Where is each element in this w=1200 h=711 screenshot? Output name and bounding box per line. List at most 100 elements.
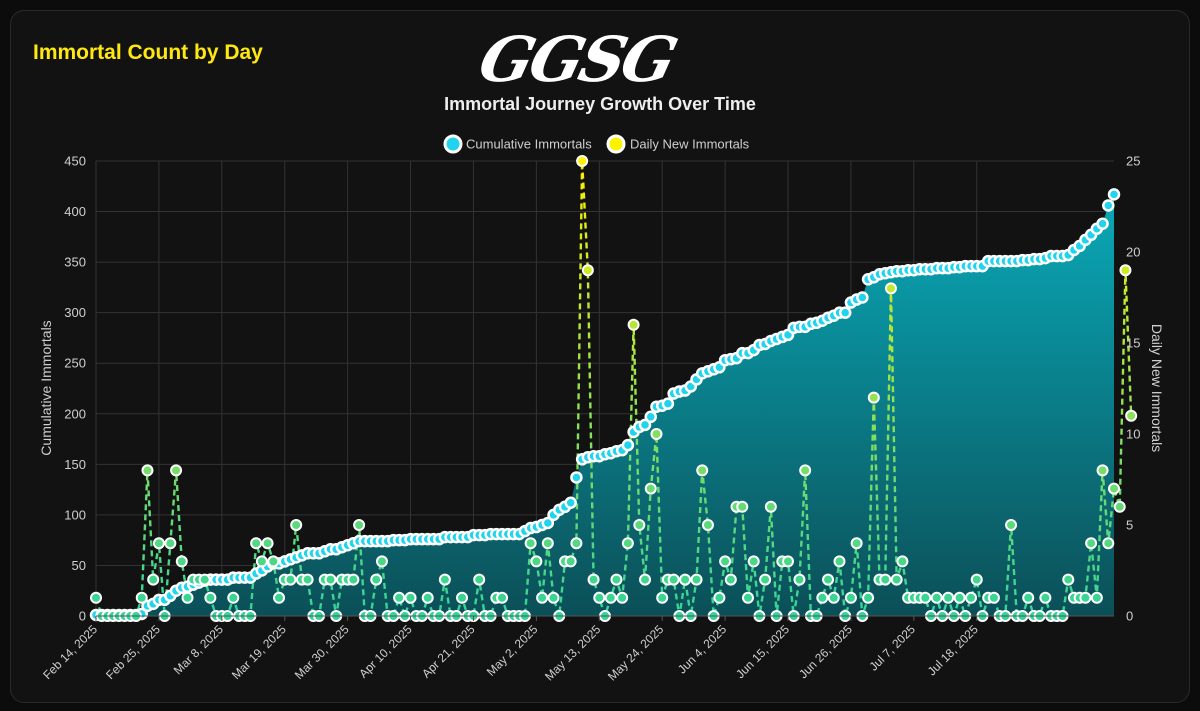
- daily-point: [1113, 500, 1126, 513]
- legend-cumulative[interactable]: Cumulative Immortals: [443, 134, 592, 154]
- daily-point: [1079, 591, 1092, 604]
- daily-point: [353, 519, 366, 531]
- daily-point: [393, 591, 406, 604]
- y-left-tick-label: 50: [72, 558, 86, 573]
- legend-cumulative-swatch: [443, 134, 463, 154]
- daily-point: [347, 573, 360, 586]
- daily-point: [204, 591, 217, 604]
- daily-point: [627, 318, 640, 331]
- daily-point: [679, 573, 692, 586]
- y-right-axis-label: Daily New Immortals: [1149, 324, 1165, 452]
- daily-point: [1090, 591, 1103, 604]
- x-tick-label: May 24, 2025: [605, 622, 667, 684]
- legend: Cumulative Immortals Daily New Immortals: [443, 134, 750, 154]
- y-right-tick-label: 15: [1126, 336, 1140, 351]
- daily-point: [147, 573, 160, 586]
- daily-point: [896, 555, 909, 568]
- daily-point: [581, 264, 594, 277]
- y-left-tick-label: 100: [64, 507, 86, 522]
- daily-point: [250, 537, 263, 550]
- cumulative-point: [541, 516, 555, 530]
- daily-line: [94, 160, 1133, 621]
- legend-cumulative-label: Cumulative Immortals: [466, 137, 592, 152]
- daily-point: [816, 591, 829, 604]
- daily-point: [1062, 573, 1075, 586]
- chart-title: Immortal Journey Growth Over Time: [444, 94, 756, 114]
- y-left-tick-label: 150: [64, 457, 86, 472]
- daily-point: [421, 591, 434, 604]
- x-tick-label: Apr 10, 2025: [356, 622, 415, 681]
- y-left-tick-label: 250: [64, 356, 86, 371]
- daily-point: [724, 573, 737, 586]
- daily-point: [719, 555, 732, 568]
- daily-point: [135, 591, 148, 604]
- daily-point: [610, 573, 623, 586]
- daily-point: [375, 555, 388, 568]
- daily-point: [438, 573, 451, 586]
- daily-point: [198, 573, 211, 586]
- daily-line-path: [94, 160, 1133, 621]
- daily-point: [759, 573, 772, 586]
- daily-point: [953, 591, 966, 604]
- daily-point: [267, 555, 280, 568]
- legend-daily[interactable]: Daily New Immortals: [606, 134, 750, 154]
- daily-point: [633, 519, 646, 531]
- daily-point: [764, 500, 777, 513]
- x-tick-label: May 13, 2025: [542, 622, 604, 684]
- daily-point: [524, 537, 537, 550]
- x-tick-label: Mar 19, 2025: [229, 622, 289, 682]
- legend-daily-label: Daily New Immortals: [630, 137, 750, 152]
- y-left-tick-label: 0: [79, 609, 86, 624]
- daily-point: [1119, 264, 1132, 277]
- daily-point: [650, 428, 663, 440]
- cumulative-area: [96, 194, 1114, 616]
- daily-point: [290, 519, 303, 531]
- daily-point: [90, 591, 102, 604]
- y-left-tick-label: 350: [64, 255, 86, 270]
- cumulative-point: [644, 410, 657, 424]
- daily-point: [616, 591, 629, 604]
- daily-point: [942, 591, 955, 604]
- x-tick-label: Jul 7, 2025: [867, 622, 919, 674]
- daily-point: [570, 537, 583, 550]
- daily-point: [621, 537, 634, 550]
- daily-point: [1108, 482, 1120, 495]
- y-right-tick-label: 25: [1126, 154, 1140, 169]
- daily-point: [175, 555, 188, 568]
- cumulative-point: [570, 471, 583, 484]
- daily-point: [1102, 537, 1115, 550]
- daily-point: [370, 573, 383, 586]
- daily-point: [827, 591, 840, 604]
- daily-point: [890, 573, 903, 586]
- daily-point: [1039, 591, 1052, 604]
- daily-point: [844, 591, 857, 604]
- x-tick-label: Jun 26, 2025: [796, 622, 855, 681]
- daily-point: [273, 591, 286, 604]
- daily-point: [301, 573, 314, 586]
- cumulative-point: [638, 418, 652, 432]
- x-tick-label: Apr 21, 2025: [419, 622, 478, 681]
- daily-point: [227, 591, 240, 604]
- card-title: Immortal Count by Day: [33, 41, 263, 64]
- daily-point: [141, 464, 154, 477]
- daily-point: [1005, 519, 1018, 531]
- daily-point: [879, 573, 892, 586]
- daily-points: [90, 155, 1138, 622]
- cumulative-point: [661, 397, 675, 410]
- daily-point: [667, 573, 680, 586]
- daily-point: [324, 573, 337, 586]
- x-tick-label: Jun 4, 2025: [675, 622, 729, 676]
- y-right-tick-label: 10: [1126, 427, 1140, 442]
- cumulative-point: [564, 496, 577, 510]
- daily-point: [164, 537, 177, 550]
- daily-point: [793, 573, 806, 586]
- daily-point: [987, 591, 1000, 604]
- daily-point: [587, 573, 600, 586]
- x-tick-label: Feb 14, 2025: [40, 622, 100, 682]
- daily-point: [713, 591, 726, 604]
- daily-point: [799, 464, 812, 477]
- daily-point: [644, 482, 657, 495]
- cumulative-point: [621, 438, 635, 452]
- cumulative-point: [1107, 188, 1121, 201]
